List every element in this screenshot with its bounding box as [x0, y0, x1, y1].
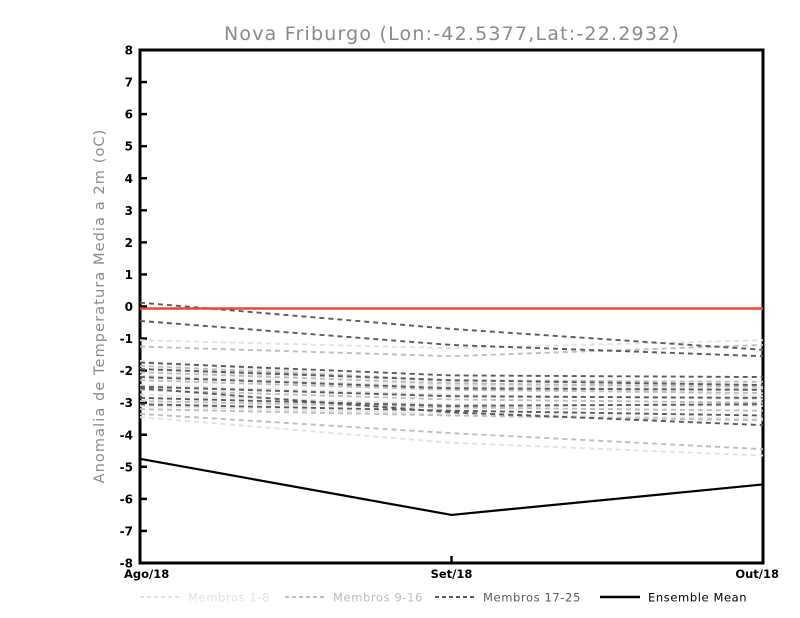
series-line	[139, 371, 764, 388]
series-line	[139, 344, 764, 358]
y-tick-label: 8	[125, 44, 133, 58]
series-line	[139, 400, 764, 412]
series-line	[139, 388, 764, 404]
y-tick-label: -5	[120, 460, 133, 474]
y-tick-label: -1	[120, 332, 133, 346]
chart-legend: Membros 1-8 Membros 9-16 Membros 17-25 Ense…	[140, 591, 747, 605]
y-tick-label: 4	[125, 172, 133, 186]
legend-label: Membros 9-16	[333, 591, 423, 605]
series-line	[139, 393, 764, 407]
legend-label: Membros 1-8	[188, 591, 270, 605]
y-tick-label: -7	[120, 524, 133, 538]
chart-title: Nova Friburgo (Lon:-42.5377,Lat:-22.2932…	[224, 23, 680, 45]
y-tick-label: 5	[125, 140, 133, 154]
series-line	[139, 339, 764, 350]
series-line	[139, 379, 764, 395]
y-tick-label: -6	[120, 492, 133, 506]
series-line	[139, 408, 764, 422]
y-tick-label: 3	[125, 204, 133, 218]
legend-label: Ensemble Mean	[648, 591, 747, 605]
y-axis-label: Anomalia de Temperatura Media a 2m (oC)	[92, 129, 108, 484]
series-line	[139, 457, 764, 517]
x-tick-label: Ago/18	[124, 567, 169, 581]
y-tick-label: -8	[120, 557, 133, 571]
series-line	[139, 376, 764, 391]
series-line	[139, 361, 764, 378]
series-line	[139, 396, 764, 407]
x-tick-label: Out/18	[735, 567, 779, 581]
y-tick-label: 6	[125, 108, 133, 122]
legend-label: Membros 17-25	[483, 591, 581, 605]
series-line	[139, 368, 764, 390]
series-group	[139, 301, 764, 517]
x-tick-label: Set/18	[431, 567, 473, 581]
y-tick-label: -4	[120, 428, 133, 442]
series-line	[139, 364, 764, 383]
series-line	[139, 404, 764, 420]
y-tick-label: 0	[125, 300, 133, 314]
y-tick-label: -2	[120, 364, 133, 378]
y-tick-label: 7	[125, 76, 133, 90]
y-tick-group: 8 7 6 5 4 3 2 1 0 -1 -2 -3 -4 -5 -6 -7 -8	[120, 44, 147, 571]
series-line	[139, 384, 764, 401]
series-line	[139, 385, 764, 399]
y-tick-label: 2	[125, 236, 133, 250]
series-line	[139, 403, 764, 417]
y-tick-label: -3	[120, 396, 133, 410]
x-tick-group: Ago/18 Set/18 Out/18	[124, 556, 779, 581]
series-line	[139, 368, 764, 386]
series-line	[139, 374, 764, 391]
y-tick-label: 1	[125, 268, 133, 282]
